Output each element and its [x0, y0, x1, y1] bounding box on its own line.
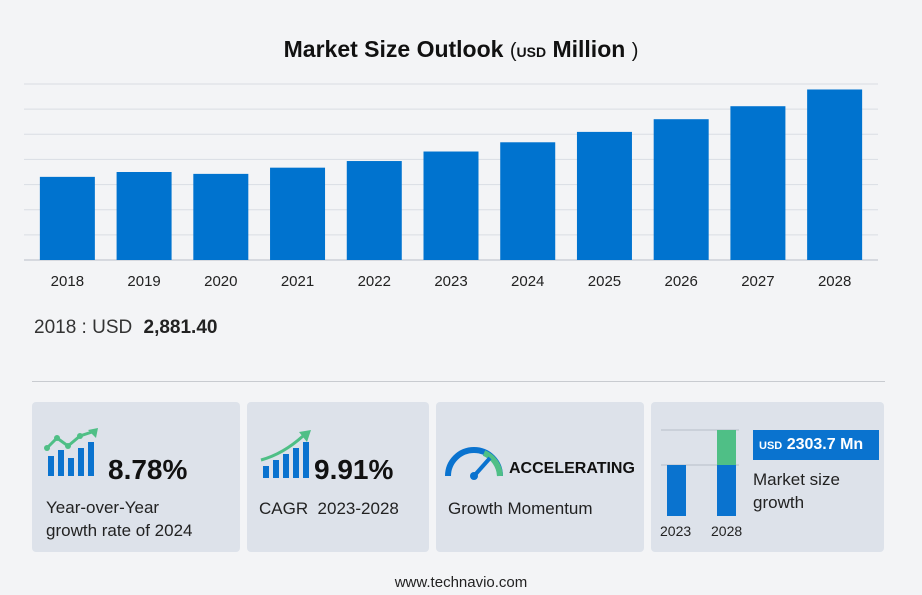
- growth-bar-2028-base: [717, 465, 736, 516]
- growth-x-2023: 2023: [660, 523, 692, 539]
- yoy-value: 8.78%: [108, 454, 188, 485]
- bar-2022: [346, 161, 402, 260]
- base-value: 2018 : USD 2,881.40: [34, 317, 217, 339]
- base-value-number: 2,881.40: [143, 317, 218, 338]
- bar-2028: [807, 89, 863, 260]
- growth-label-line2: growth: [753, 493, 805, 512]
- tick-label-2018: 2018: [51, 273, 84, 290]
- yoy-label-line2: growth rate of 2024: [46, 521, 193, 540]
- title-main: Market Size Outlook: [283, 36, 504, 62]
- cagr-card: 9.91% CAGR 2023-2028: [247, 402, 429, 552]
- growth-bar-2028-increase: [717, 430, 736, 465]
- tick-label-2025: 2025: [588, 273, 621, 290]
- trend-up-icon: [260, 430, 311, 478]
- tick-label-2019: 2019: [127, 273, 160, 290]
- growth-card: 2023 2028 Market size growth: [651, 402, 884, 552]
- tick-label-2024: 2024: [511, 273, 544, 290]
- yoy-card: 8.78% Year-over-Year growth rate of 2024: [32, 402, 240, 552]
- tick-label-2027: 2027: [741, 273, 774, 290]
- title-paren-open: (: [509, 40, 517, 62]
- bar-2027: [730, 106, 786, 260]
- title-usd: USD: [516, 44, 547, 60]
- yoy-label: Year-over-Year growth rate of 2024: [46, 496, 192, 542]
- growth-mini-chart: [661, 429, 739, 516]
- bar-2021: [270, 167, 326, 260]
- momentum-label: Growth Momentum: [448, 499, 593, 518]
- growth-bar-2023: [667, 465, 686, 516]
- yoy-label-line1: Year-over-Year: [46, 498, 160, 517]
- growth-badge: USD 2303.7 Mn: [753, 430, 879, 460]
- bar-2019: [116, 172, 172, 260]
- badge-usd: USD: [759, 440, 783, 452]
- tick-label-2022: 2022: [358, 273, 391, 290]
- speedometer-icon: [445, 447, 503, 480]
- tick-label-2026: 2026: [664, 273, 697, 290]
- cagr-label: CAGR 2023-2028: [259, 499, 399, 518]
- tick-label-2021: 2021: [281, 273, 314, 290]
- tick-label-2023: 2023: [434, 273, 467, 290]
- cagr-value: 9.91%: [314, 454, 394, 485]
- title-unit: Million: [552, 36, 626, 62]
- bar-2025: [576, 131, 632, 260]
- growth-label-line1: Market size: [753, 470, 840, 489]
- base-value-label: 2018 : USD: [34, 317, 133, 338]
- momentum-value: ACCELERATING: [509, 460, 635, 477]
- divider: [32, 381, 885, 382]
- bar-growth-icon: [44, 428, 98, 476]
- bar-chart: 2018 2019 2020 2021 2022 2023 2024 2025 2026 2027…: [24, 83, 878, 290]
- growth-label: Market size growth: [753, 468, 840, 514]
- title-paren-close: ): [631, 40, 639, 62]
- growth-x-2028: 2028: [711, 523, 743, 539]
- bar-2018: [39, 176, 95, 260]
- bar-2020: [193, 173, 249, 260]
- chart-title: Market Size Outlook (USD Million ): [0, 36, 922, 63]
- footer-url[interactable]: www.technavio.com: [394, 574, 528, 591]
- bar-2024: [500, 142, 556, 260]
- tick-label-2028: 2028: [818, 273, 851, 290]
- badge-value: 2303.7 Mn: [786, 436, 864, 453]
- tick-label-2020: 2020: [204, 273, 237, 290]
- bar-2023: [423, 151, 479, 260]
- bar-2026: [653, 119, 709, 260]
- momentum-card: ACCELERATING Growth Momentum: [436, 402, 644, 552]
